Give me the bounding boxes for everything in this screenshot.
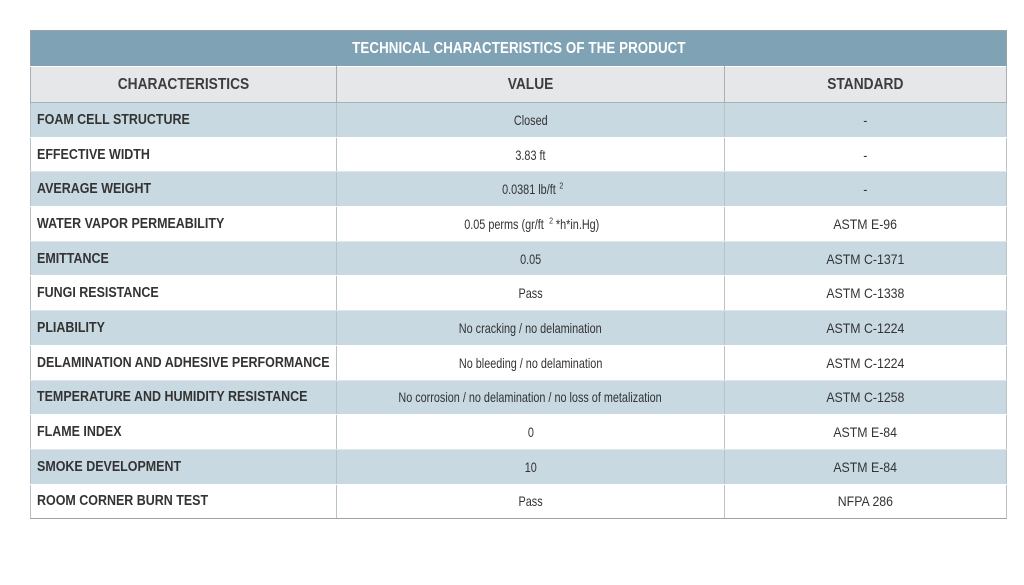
characteristic-value: 3.83 ft (336, 136, 725, 173)
table-row: TEMPERATURE AND HUMIDITY RESISTANCE No c… (30, 379, 1007, 416)
characteristic-standard: ASTM C-1258 (724, 379, 1007, 416)
characteristic-standard: ASTM E-96 (724, 206, 1007, 242)
characteristic-standard: - (724, 171, 1007, 208)
characteristic-name: WATER VAPOR PERMEABILITY (30, 206, 337, 242)
table-row: EFFECTIVE WIDTH 3.83 ft - (30, 136, 1007, 173)
characteristic-value: 0.05 (336, 240, 725, 277)
table-title-row: TECHNICAL CHARACTERISTICS OF THE PRODUCT (30, 30, 1007, 67)
characteristic-name: AVERAGE WEIGHT (30, 171, 337, 208)
characteristic-value: No cracking / no delamination (336, 310, 725, 346)
column-header-value: VALUE (336, 66, 725, 103)
column-header-standard: STANDARD (724, 66, 1007, 103)
characteristic-value: No corrosion / no delamination / no loss… (336, 379, 725, 416)
table-row: WATER VAPOR PERMEABILITY 0.05 perms (gr/… (30, 206, 1007, 242)
characteristic-standard: - (724, 102, 1007, 138)
characteristic-name: ROOM CORNER BURN TEST (30, 483, 337, 520)
characteristic-standard: ASTM E-84 (724, 448, 1007, 485)
characteristic-name: FOAM CELL STRUCTURE (30, 102, 337, 138)
table-row: EMITTANCE 0.05 ASTM C-1371 (30, 240, 1007, 277)
characteristic-value: Pass (336, 275, 725, 312)
characteristic-value: 0.05 perms (gr/ft 2 *h*in.Hg) (336, 206, 725, 242)
superscript: 2 (559, 181, 563, 191)
characteristic-name: FUNGI RESISTANCE (30, 275, 337, 312)
characteristic-standard: ASTM E-84 (724, 414, 1007, 450)
characteristic-standard: NFPA 286 (724, 483, 1007, 520)
characteristic-standard: ASTM C-1371 (724, 240, 1007, 277)
characteristic-name: SMOKE DEVELOPMENT (30, 448, 337, 485)
characteristic-standard: ASTM C-1338 (724, 275, 1007, 312)
technical-characteristics-table: TECHNICAL CHARACTERISTICS OF THE PRODUCT… (30, 30, 1007, 520)
characteristic-name: EFFECTIVE WIDTH (30, 136, 337, 173)
table-body: FOAM CELL STRUCTURE Closed - EFFECTIVE W… (30, 102, 1007, 520)
characteristic-standard: ASTM C-1224 (724, 310, 1007, 346)
characteristic-name: DELAMINATION AND ADHESIVE PERFORMANCE (30, 344, 337, 381)
characteristic-value: Pass (336, 483, 725, 520)
table-title: TECHNICAL CHARACTERISTICS OF THE PRODUCT (30, 30, 1007, 67)
superscript: 2 (549, 216, 553, 226)
table-row: ROOM CORNER BURN TEST Pass NFPA 286 (30, 483, 1007, 520)
table-row: FOAM CELL STRUCTURE Closed - (30, 102, 1007, 138)
table-row: FLAME INDEX 0 ASTM E-84 (30, 414, 1007, 450)
spec-table-container: TECHNICAL CHARACTERISTICS OF THE PRODUCT… (30, 30, 1007, 520)
characteristic-name: TEMPERATURE AND HUMIDITY RESISTANCE (30, 379, 337, 416)
characteristic-standard: - (724, 136, 1007, 173)
characteristic-standard: ASTM C-1224 (724, 344, 1007, 381)
characteristic-value: 0.0381 lb/ft 2 (336, 171, 725, 208)
table-header-row: CHARACTERISTICS VALUE STANDARD (30, 66, 1007, 103)
table-row: AVERAGE WEIGHT 0.0381 lb/ft 2 - (30, 171, 1007, 208)
characteristic-value: Closed (336, 102, 725, 138)
characteristic-name: EMITTANCE (30, 240, 337, 277)
characteristic-value: 0 (336, 414, 725, 450)
characteristic-value: No bleeding / no delamination (336, 344, 725, 381)
table-row: DELAMINATION AND ADHESIVE PERFORMANCE No… (30, 344, 1007, 381)
column-header-characteristics: CHARACTERISTICS (30, 66, 337, 103)
characteristic-value: 10 (336, 448, 725, 485)
characteristic-name: PLIABILITY (30, 310, 337, 346)
table-row: SMOKE DEVELOPMENT 10 ASTM E-84 (30, 448, 1007, 485)
table-row: FUNGI RESISTANCE Pass ASTM C-1338 (30, 275, 1007, 312)
characteristic-name: FLAME INDEX (30, 414, 337, 450)
table-row: PLIABILITY No cracking / no delamination… (30, 310, 1007, 346)
